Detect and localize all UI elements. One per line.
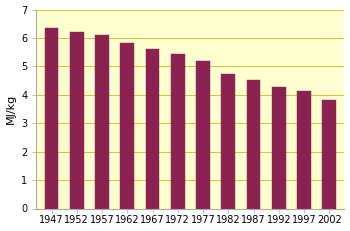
Bar xyxy=(221,74,235,209)
Bar xyxy=(146,49,160,209)
Bar xyxy=(44,28,58,209)
Bar xyxy=(171,54,185,209)
Bar xyxy=(196,61,210,209)
Y-axis label: MJ/kg: MJ/kg xyxy=(6,94,15,124)
Bar xyxy=(70,32,84,209)
Bar xyxy=(297,91,311,209)
Bar xyxy=(120,43,134,209)
Bar xyxy=(322,100,336,209)
Bar xyxy=(247,80,260,209)
Bar xyxy=(95,35,109,209)
Bar xyxy=(272,87,286,209)
